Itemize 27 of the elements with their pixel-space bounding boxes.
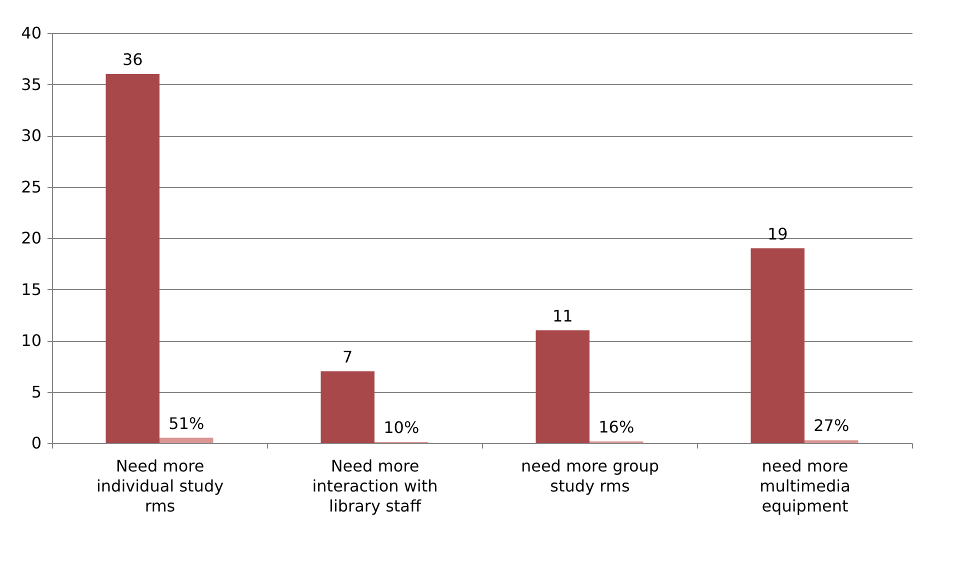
x-tick-label: need more multimedia equipment bbox=[760, 456, 850, 516]
bar bbox=[804, 440, 858, 443]
data-label: 27% bbox=[814, 416, 850, 436]
data-label: 10% bbox=[384, 418, 420, 437]
y-tick-label: 30 bbox=[21, 126, 42, 145]
x-tick-label: Need more individual study rms bbox=[96, 456, 224, 516]
y-tick-label: 25 bbox=[21, 177, 42, 196]
y-tick-label: 10 bbox=[21, 331, 42, 350]
bar bbox=[750, 248, 804, 443]
y-tick-label: 0 bbox=[31, 434, 42, 452]
data-label: 16% bbox=[598, 417, 634, 436]
data-label: 51% bbox=[168, 414, 204, 433]
y-tick-label: 35 bbox=[21, 74, 42, 94]
bar bbox=[320, 371, 374, 443]
data-label: 36 bbox=[122, 50, 143, 69]
data-label: 19 bbox=[767, 224, 788, 244]
y-tick-label: 20 bbox=[21, 228, 42, 248]
data-label: 11 bbox=[552, 306, 573, 326]
x-tick-label: need more group study rms bbox=[520, 456, 660, 496]
bar bbox=[106, 74, 160, 443]
y-tick-label: 5 bbox=[31, 382, 42, 402]
y-tick-label: 40 bbox=[21, 24, 42, 42]
x-tick-label: Need more interaction with library staff bbox=[312, 456, 438, 516]
bar bbox=[160, 438, 214, 443]
data-label: 7 bbox=[342, 347, 353, 366]
y-tick-label: 15 bbox=[21, 280, 42, 299]
bar bbox=[536, 330, 590, 443]
